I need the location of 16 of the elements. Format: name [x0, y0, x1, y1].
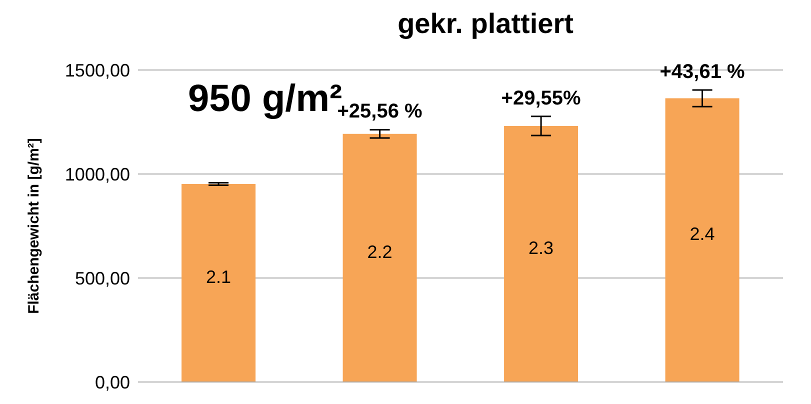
x-tick-label: 2.3 — [528, 238, 554, 258]
y-tick-label: 0,00 — [94, 372, 130, 392]
y-axis-title: Flächengewicht in [g/m²] — [25, 138, 42, 314]
bar — [182, 184, 256, 382]
bar — [665, 98, 740, 382]
y-tick-label: 1500,00 — [64, 60, 130, 80]
y-tick-label: 500,00 — [74, 268, 130, 288]
bar — [342, 134, 417, 382]
chart-title: gekr. plattiert — [396, 8, 574, 40]
annotation: +29,55% — [501, 87, 582, 110]
x-tick-label: 2.1 — [206, 266, 232, 287]
bar — [504, 126, 578, 382]
x-tick-label: 2.2 — [367, 242, 392, 262]
annotation: +43,61 % — [660, 60, 746, 83]
x-tick-label: 2.4 — [690, 224, 715, 244]
y-tick-label: 1000,00 — [64, 164, 130, 184]
